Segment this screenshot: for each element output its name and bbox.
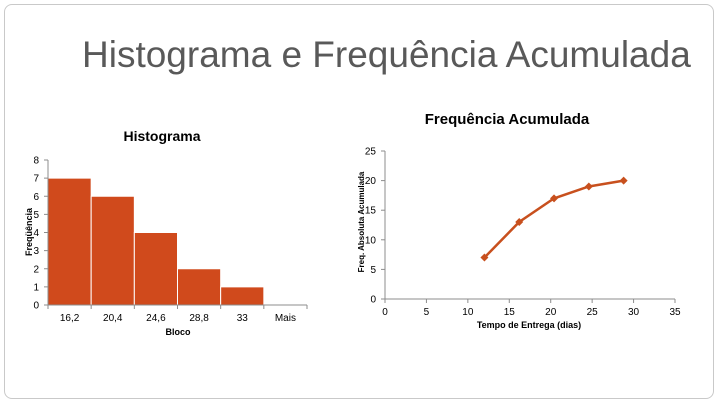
histogram-y-tick-label: 6 — [33, 192, 39, 203]
slide-frame — [4, 4, 714, 399]
histogram-x-tick-label: 28,8 — [189, 313, 209, 324]
histogram-y-tick-label: 5 — [33, 210, 39, 221]
cumulative-x-tick-label: 5 — [424, 307, 430, 318]
cumulative-x-tick-label: 25 — [587, 307, 599, 318]
cumulative-y-tick-label: 10 — [365, 235, 377, 246]
histogram-y-tick-label: 7 — [33, 174, 39, 185]
histogram-x-tick-label: 33 — [237, 313, 249, 324]
cumulative-point — [480, 253, 489, 262]
cumulative-x-tick-label: 0 — [382, 307, 388, 318]
cumulative-x-tick-label: 35 — [669, 307, 681, 318]
histogram-y-tick-label: 0 — [33, 301, 39, 312]
cumulative-x-tick-label: 10 — [462, 307, 474, 318]
histogram-y-tick-label: 4 — [33, 228, 39, 239]
histogram-y-axis-label: Freqüência — [24, 207, 34, 256]
cumulative-y-tick-label: 15 — [365, 206, 377, 217]
cumulative-y-tick-label: 25 — [365, 147, 377, 158]
histogram-bar — [90, 195, 135, 306]
histogram-x-tick-label: 24,6 — [146, 313, 166, 324]
cumulative-y-tick-label: 0 — [370, 295, 376, 306]
cumulative-x-tick-label: 20 — [545, 307, 557, 318]
cumulative-title: Frequência Acumulada — [425, 111, 590, 128]
histogram-x-axis-label: Bloco — [165, 327, 191, 337]
cumulative-point — [515, 218, 524, 227]
histogram-title: Histograma — [123, 128, 200, 144]
cumulative-point — [619, 176, 628, 185]
cumulative-point — [584, 182, 593, 191]
histogram-y-tick-label: 3 — [33, 246, 39, 257]
cumulative-y-tick-label: 5 — [370, 265, 376, 276]
histogram-y-tick-label: 8 — [33, 156, 39, 167]
cumulative-x-axis-label: Tempo de Entrega (dias) — [477, 320, 581, 330]
histogram-y-tick-label: 1 — [33, 282, 39, 293]
histogram-x-tick-label: 16,2 — [60, 313, 80, 324]
cumulative-x-tick-label: 30 — [628, 307, 640, 318]
cumulative-x-tick-label: 15 — [504, 307, 516, 318]
histogram-bar — [133, 232, 178, 306]
cumulative-y-tick-label: 20 — [365, 176, 377, 187]
histogram-y-tick-label: 2 — [33, 264, 39, 275]
histogram-x-tick-label: 20,4 — [103, 313, 123, 324]
slide-title: Histograma e Frequência Acumulada — [82, 34, 691, 75]
cumulative-y-axis-label: Freq. Absoluta Acumulada — [357, 171, 366, 272]
cumulative-point — [550, 194, 559, 203]
histogram-x-tick-label: Mais — [275, 313, 296, 324]
cumulative-series-line — [483, 179, 624, 259]
